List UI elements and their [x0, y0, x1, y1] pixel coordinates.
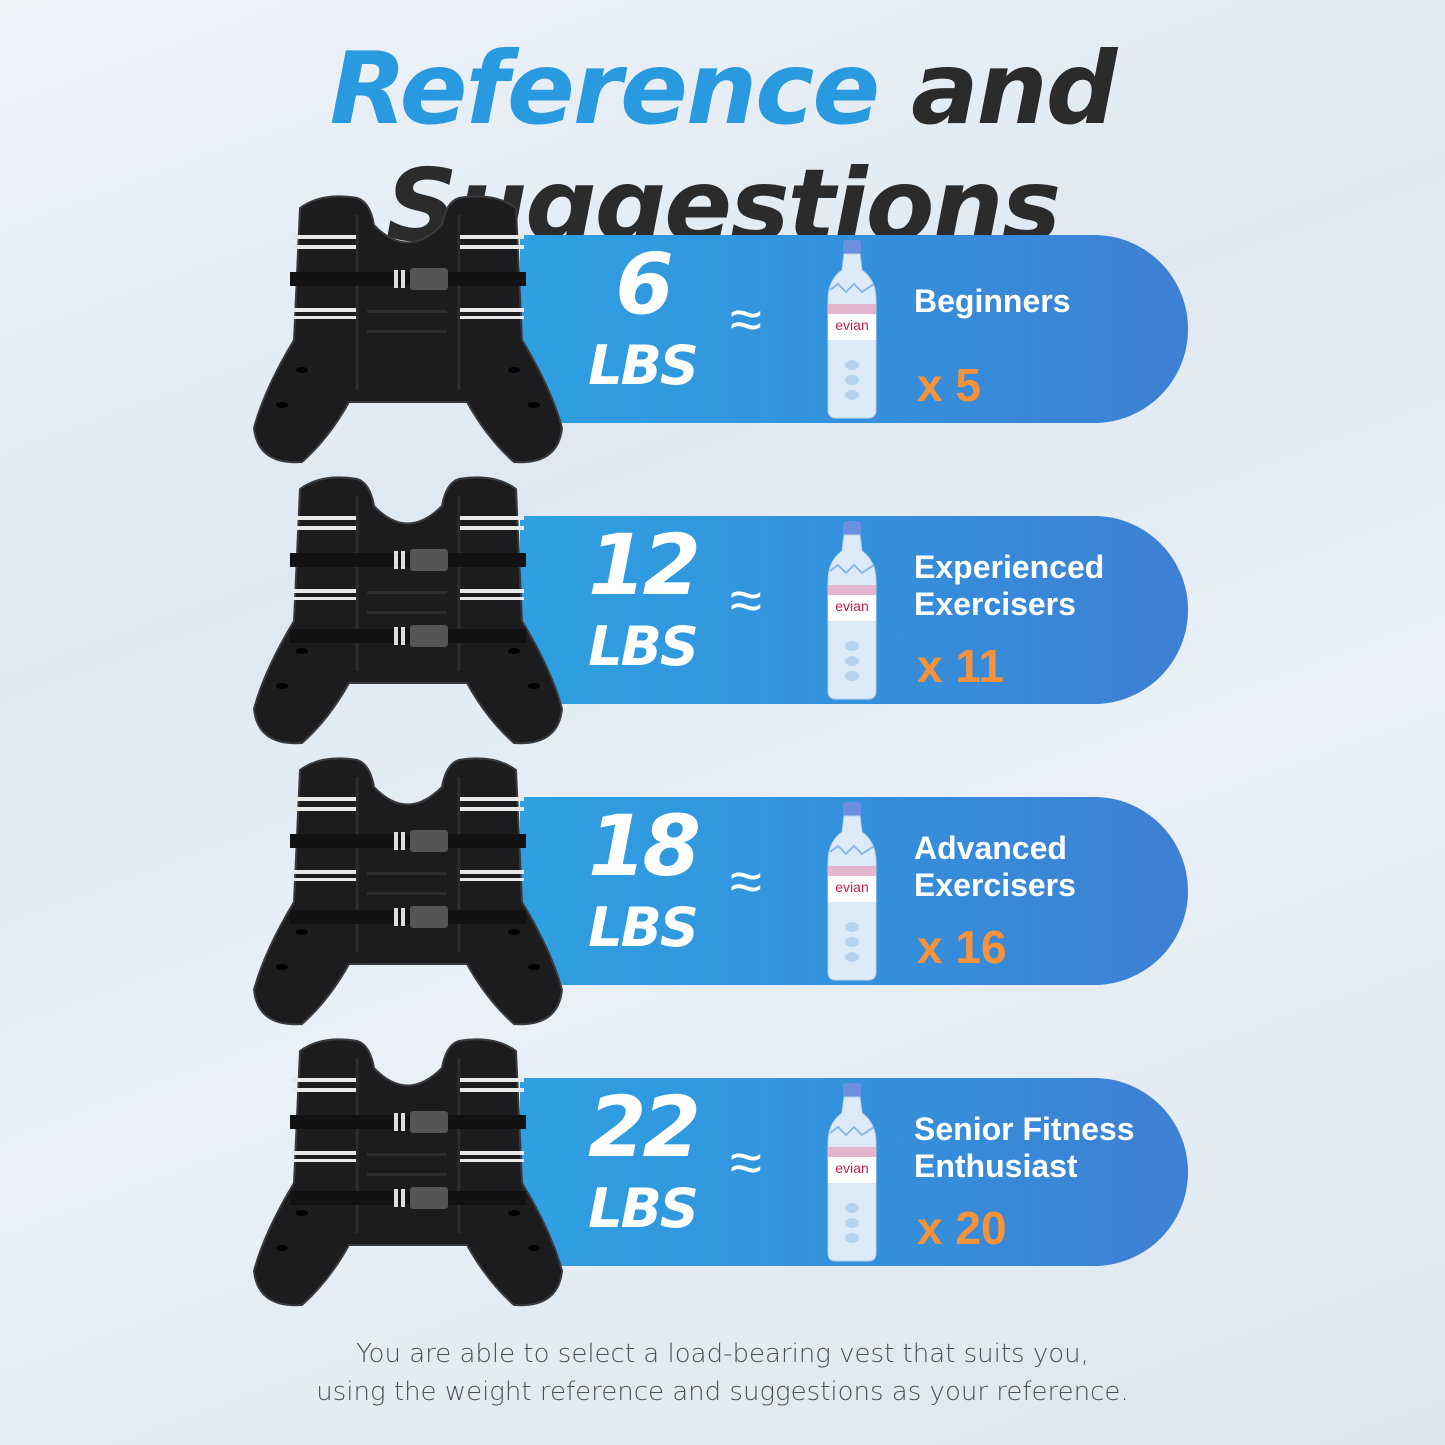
approx-equal-icon: ≈ — [730, 287, 762, 352]
footer-line-1: You are able to select a load-bearing ve… — [356, 1339, 1089, 1369]
user-level-line: Beginners — [914, 283, 1071, 319]
water-bottle-icon: evian — [822, 521, 882, 701]
weight-row: 18 LBS ≈ evian Advanced Exercisers x 16 — [0, 752, 1445, 1033]
weighted-vest-image — [252, 471, 564, 749]
svg-text:evian: evian — [835, 598, 868, 614]
user-level-label: Senior Fitness Enthusiast — [914, 1111, 1135, 1185]
svg-text:evian: evian — [835, 317, 868, 333]
weighted-vest-image — [252, 1033, 564, 1311]
title-highlight: Reference — [329, 30, 881, 147]
footer-note: You are able to select a load-bearing ve… — [0, 1335, 1445, 1411]
weight-value: 22 LBS — [560, 1033, 725, 1314]
user-level-line: Advanced — [914, 830, 1067, 866]
user-level-line: Exercisers — [914, 867, 1076, 903]
user-level-label: Advanced Exercisers — [914, 830, 1076, 904]
approx-equal-icon: ≈ — [730, 568, 762, 633]
weighted-vest-image — [252, 752, 564, 1030]
footer-line-2: using the weight reference and suggestio… — [316, 1377, 1129, 1407]
weight-row: 22 LBS ≈ evian Senior Fitness Enthusiast … — [0, 1033, 1445, 1314]
weight-unit: LBS — [588, 896, 698, 959]
weight-number: 18 — [588, 797, 701, 895]
water-bottle-icon: evian — [822, 240, 882, 420]
user-level-line: Enthusiast — [914, 1148, 1078, 1184]
weight-value: 18 LBS — [560, 752, 725, 1033]
bottle-multiplier: x 20 — [917, 1202, 1007, 1254]
bottle-multiplier: x 16 — [917, 921, 1007, 973]
svg-text:evian: evian — [835, 879, 868, 895]
user-level-label: Beginners — [914, 283, 1070, 320]
weight-value: 6 LBS — [560, 190, 725, 471]
user-level-line: Experienced — [914, 549, 1105, 585]
water-bottle-icon: evian — [822, 1083, 882, 1263]
weight-value: 12 LBS — [560, 471, 725, 752]
approx-equal-icon: ≈ — [730, 849, 762, 914]
weight-row: 12 LBS ≈ evian Experienced Exercisers x 1… — [0, 471, 1445, 752]
bottle-multiplier: x 5 — [917, 359, 981, 411]
weight-number: 12 — [588, 516, 701, 614]
weight-unit: LBS — [588, 1177, 698, 1240]
approx-equal-icon: ≈ — [730, 1130, 762, 1195]
water-bottle-icon: evian — [822, 802, 882, 982]
weight-unit: LBS — [588, 615, 698, 678]
weight-number: 22 — [588, 1078, 701, 1176]
weight-number: 6 — [615, 235, 673, 333]
user-level-line: Exercisers — [914, 586, 1076, 622]
weighted-vest-image — [252, 190, 564, 468]
svg-text:evian: evian — [835, 1160, 868, 1176]
weight-row: 6 LBS ≈ evian Beginners x 5 — [0, 190, 1445, 471]
user-level-line: Senior Fitness — [914, 1111, 1135, 1147]
weight-unit: LBS — [588, 334, 698, 397]
user-level-label: Experienced Exercisers — [914, 549, 1104, 623]
bottle-multiplier: x 11 — [917, 640, 1004, 692]
